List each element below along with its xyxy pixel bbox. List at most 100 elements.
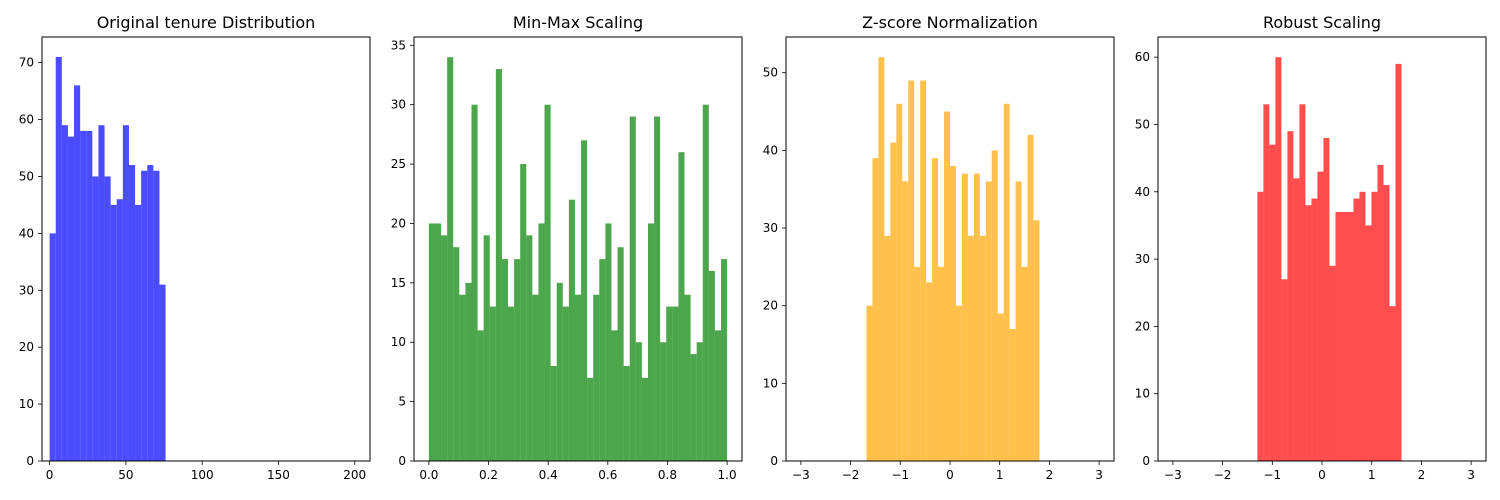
histogram-bar <box>508 306 515 461</box>
histogram-bars <box>1257 57 1402 462</box>
histogram-bar <box>153 170 160 461</box>
y-tick-label: 20 <box>763 299 778 313</box>
histogram-bar <box>678 152 685 462</box>
histogram-bar <box>159 284 166 461</box>
histogram-bar <box>1293 178 1300 462</box>
histogram-bar <box>477 330 484 461</box>
histogram-bar <box>623 365 630 461</box>
histogram-bar <box>459 294 466 461</box>
histogram-bar <box>672 306 679 461</box>
x-tick-label: 3 <box>1467 468 1475 482</box>
histogram-bars <box>49 56 166 461</box>
histogram-bar <box>872 158 879 461</box>
x-tick-label: 0.4 <box>539 468 558 482</box>
histogram-bar <box>489 306 496 461</box>
histogram-bar <box>654 116 661 462</box>
histogram-bars <box>866 57 1040 462</box>
y-tick-label: 40 <box>1135 185 1150 199</box>
panel-title: Z-score Normalization <box>862 13 1038 32</box>
y-tick-label: 10 <box>391 335 406 349</box>
histogram-bar <box>611 330 618 461</box>
x-tick-label: 200 <box>343 468 366 482</box>
x-tick-label: 3 <box>1095 468 1103 482</box>
histogram-bar <box>116 199 123 461</box>
histogram-bar <box>914 266 921 461</box>
histogram-bar <box>514 259 521 461</box>
y-tick-label: 30 <box>19 283 34 297</box>
y-tick-label: 70 <box>19 56 34 70</box>
histogram-bar <box>920 80 927 461</box>
histogram-bar <box>110 204 117 461</box>
histogram-bar <box>1365 225 1372 461</box>
histogram-bar <box>702 104 709 461</box>
histogram-bar <box>122 125 129 461</box>
y-tick-label: 20 <box>391 216 406 230</box>
histogram-bar <box>74 85 81 461</box>
histogram-bars <box>428 57 728 462</box>
axes-frame <box>413 36 743 462</box>
x-tick-label: −1 <box>891 468 909 482</box>
x-tick-label: 150 <box>267 468 290 482</box>
histogram-bar <box>471 104 478 461</box>
histogram-bar <box>617 247 624 461</box>
y-tick-label: 60 <box>1135 50 1150 64</box>
x-tick-label: −2 <box>842 468 860 482</box>
histogram-bar <box>568 199 575 461</box>
axis-ticks: 0.0 0.2 0.4 0.6 0.8 1.0 0 5 10 15 20 25 30 35 <box>391 38 737 482</box>
y-tick-label: 30 <box>763 221 778 235</box>
panel-min-max-scaling: Min-Max Scaling 0.0 0.2 0.4 0.6 0.8 1.0 0 5 10 15… <box>391 13 743 482</box>
histogram-bar <box>1257 191 1264 462</box>
panel-z-score-normalization: Z-score Normalization −3 −2 −1 0 1 2 301020304… <box>763 13 1115 482</box>
histogram-bar <box>629 116 636 462</box>
histogram-bar <box>1009 328 1016 461</box>
histogram-bar <box>428 223 435 461</box>
histogram-bar <box>866 305 873 461</box>
y-tick-label: 40 <box>763 143 778 157</box>
histogram-bar <box>1027 134 1034 461</box>
histogram-bar <box>950 165 956 461</box>
y-tick-label: 15 <box>391 276 406 290</box>
histogram-bar <box>1021 266 1028 461</box>
histogram-bar <box>1359 191 1366 462</box>
panel-title: Original tenure Distribution <box>97 13 316 32</box>
histogram-bar <box>961 173 968 461</box>
y-tick-label: 25 <box>391 157 406 171</box>
histogram-bar <box>80 130 87 461</box>
x-tick-label: 0.6 <box>598 468 617 482</box>
y-tick-label: 40 <box>19 226 34 240</box>
x-tick-label: 2 <box>1046 468 1054 482</box>
histogram-bar <box>1033 220 1040 461</box>
axis-ticks: 0 50 100 150 200 0 10 20 30 40 50 60 70 <box>19 56 366 482</box>
histogram-bar <box>562 306 569 461</box>
y-tick-label: 50 <box>763 66 778 80</box>
y-tick-label: 5 <box>398 395 406 409</box>
histogram-bar <box>908 80 915 461</box>
histogram-bar <box>1323 137 1330 461</box>
panel-title: Min-Max Scaling <box>513 13 643 32</box>
y-tick-label: 30 <box>391 98 406 112</box>
histogram-bar <box>967 235 974 461</box>
histogram-bar <box>635 342 642 461</box>
histogram-bar <box>884 235 891 461</box>
histogram-bar <box>550 365 557 461</box>
y-tick-label: 10 <box>1135 387 1150 401</box>
histogram-bar <box>944 111 950 462</box>
histogram-bar <box>1281 279 1288 461</box>
histogram-bar <box>647 223 655 461</box>
histogram-bar <box>641 377 648 461</box>
histogram-bar <box>147 165 154 461</box>
histogram-bar <box>902 181 909 461</box>
histogram-bar <box>1003 103 1010 462</box>
histogram-bar <box>98 125 105 461</box>
histogram-bar <box>955 305 962 461</box>
histogram-bar <box>1383 185 1390 462</box>
histogram-bar <box>593 294 600 461</box>
histogram-bar <box>67 136 75 461</box>
histogram-bar <box>1395 63 1402 462</box>
histogram-bar <box>1299 104 1306 462</box>
histogram-bar <box>1269 144 1276 461</box>
histogram-bar <box>605 223 612 461</box>
histogram-bar <box>973 173 980 461</box>
